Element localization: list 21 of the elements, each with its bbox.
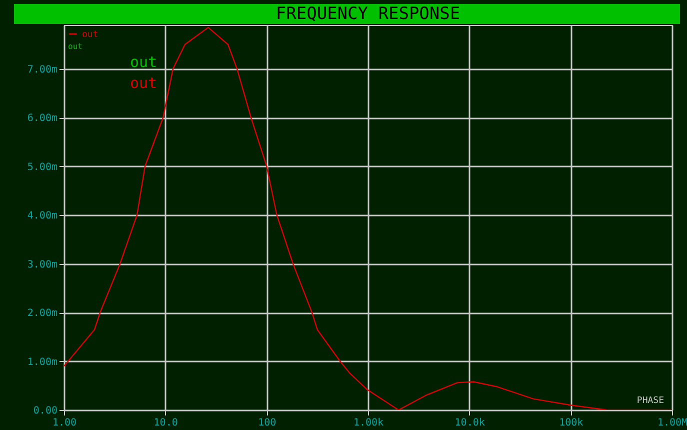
annotation: out [130, 53, 158, 71]
y-tick-label: 7.00m [27, 64, 58, 76]
y-tick-label: 2.00m [27, 308, 58, 320]
x-tick-label: 1.00M [657, 418, 687, 428]
chart-title: FREQUENCY RESPONSE [276, 4, 460, 24]
y-tick-label: 5.00m [27, 162, 58, 173]
y-tick-label: 6.00m [27, 113, 58, 124]
legend-label: out [82, 30, 98, 40]
annotation: out [130, 74, 158, 92]
x-tick-label: 1.00k [353, 418, 384, 428]
y-tick-label: 0.00 [33, 406, 58, 416]
annotation: PHASE [636, 396, 664, 406]
y-tick-label: 3.00m [27, 259, 58, 270]
annotation: out [68, 42, 83, 51]
x-tick-label: 100k [559, 418, 584, 428]
x-tick-label: 10.0 [154, 418, 178, 428]
y-tick-label: 4.00m [27, 210, 58, 222]
x-tick-label: 1.00 [52, 418, 77, 428]
y-tick-label: 1.00m [27, 356, 58, 368]
x-tick-label: 10.0k [454, 418, 485, 428]
x-tick-label: 100 [258, 418, 276, 428]
